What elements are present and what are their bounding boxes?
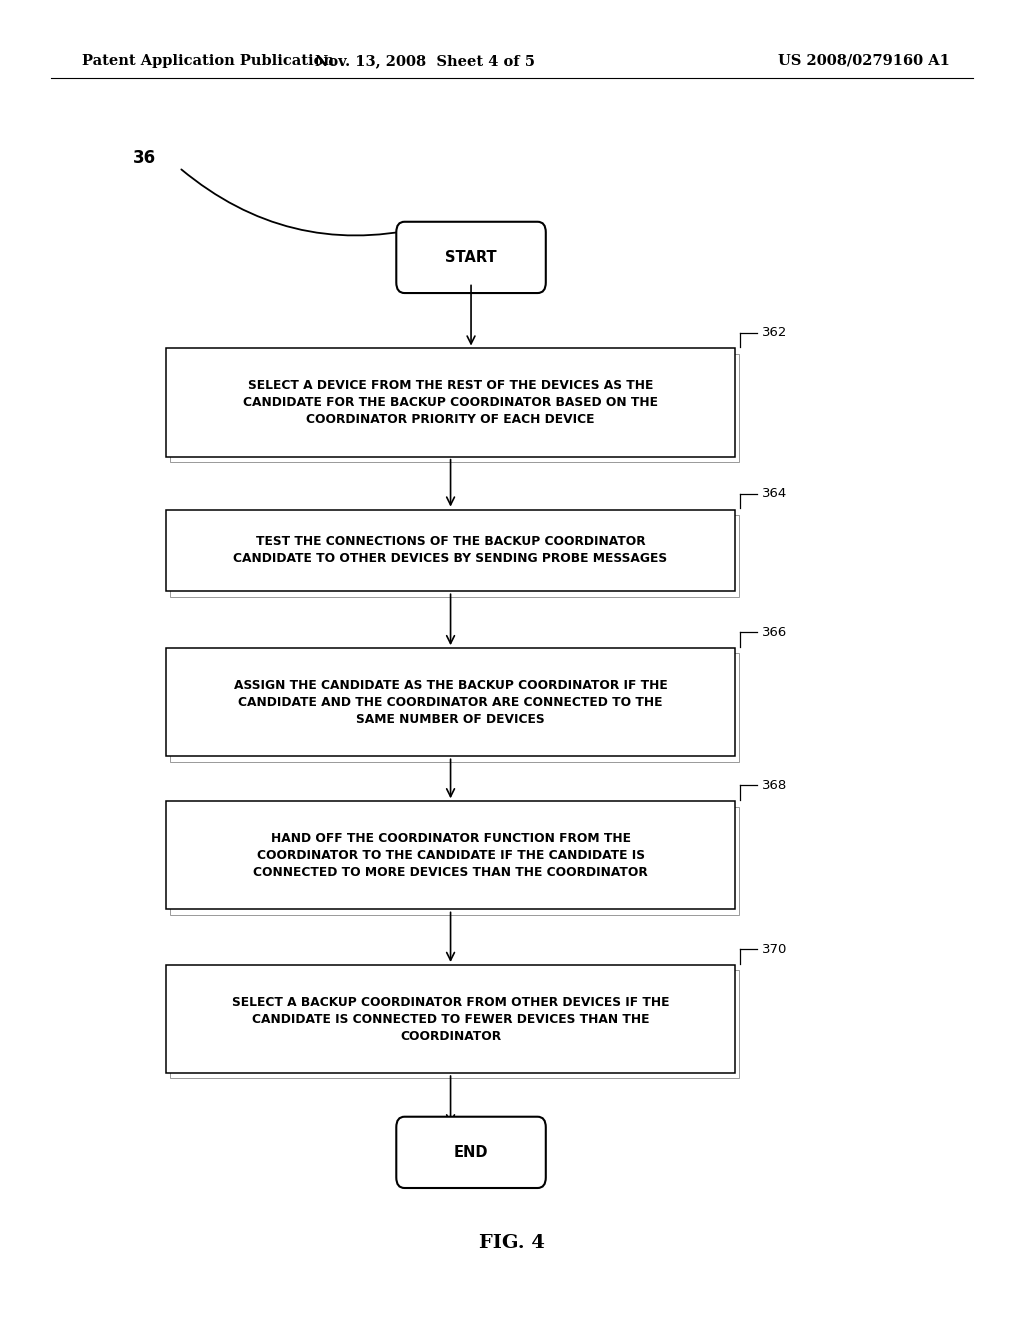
Bar — [170, 807, 739, 915]
Text: SELECT A BACKUP COORDINATOR FROM OTHER DEVICES IF THE
CANDIDATE IS CONNECTED TO : SELECT A BACKUP COORDINATOR FROM OTHER D… — [231, 995, 670, 1043]
Text: 364: 364 — [762, 487, 787, 500]
Text: 362: 362 — [762, 326, 787, 339]
Bar — [170, 515, 739, 597]
Text: END: END — [454, 1144, 488, 1160]
Bar — [170, 653, 739, 762]
FancyBboxPatch shape — [396, 1117, 546, 1188]
Bar — [170, 970, 739, 1078]
Text: 368: 368 — [762, 779, 787, 792]
Text: 366: 366 — [762, 626, 787, 639]
Text: Patent Application Publication: Patent Application Publication — [82, 54, 334, 67]
Text: START: START — [445, 249, 497, 265]
Text: ASSIGN THE CANDIDATE AS THE BACKUP COORDINATOR IF THE
CANDIDATE AND THE COORDINA: ASSIGN THE CANDIDATE AS THE BACKUP COORD… — [233, 678, 668, 726]
Text: SELECT A DEVICE FROM THE REST OF THE DEVICES AS THE
CANDIDATE FOR THE BACKUP COO: SELECT A DEVICE FROM THE REST OF THE DEV… — [243, 379, 658, 426]
Text: 370: 370 — [762, 942, 787, 956]
Bar — [166, 648, 735, 756]
Bar — [166, 965, 735, 1073]
Text: HAND OFF THE COORDINATOR FUNCTION FROM THE
COORDINATOR TO THE CANDIDATE IF THE C: HAND OFF THE COORDINATOR FUNCTION FROM T… — [253, 832, 648, 879]
Bar — [170, 354, 739, 462]
Text: US 2008/0279160 A1: US 2008/0279160 A1 — [778, 54, 950, 67]
Bar — [166, 801, 735, 909]
Bar — [166, 510, 735, 591]
Text: Nov. 13, 2008  Sheet 4 of 5: Nov. 13, 2008 Sheet 4 of 5 — [315, 54, 535, 67]
Text: TEST THE CONNECTIONS OF THE BACKUP COORDINATOR
CANDIDATE TO OTHER DEVICES BY SEN: TEST THE CONNECTIONS OF THE BACKUP COORD… — [233, 536, 668, 565]
FancyBboxPatch shape — [396, 222, 546, 293]
Bar — [166, 348, 735, 457]
Text: 36: 36 — [133, 149, 157, 168]
Text: FIG. 4: FIG. 4 — [479, 1234, 545, 1253]
